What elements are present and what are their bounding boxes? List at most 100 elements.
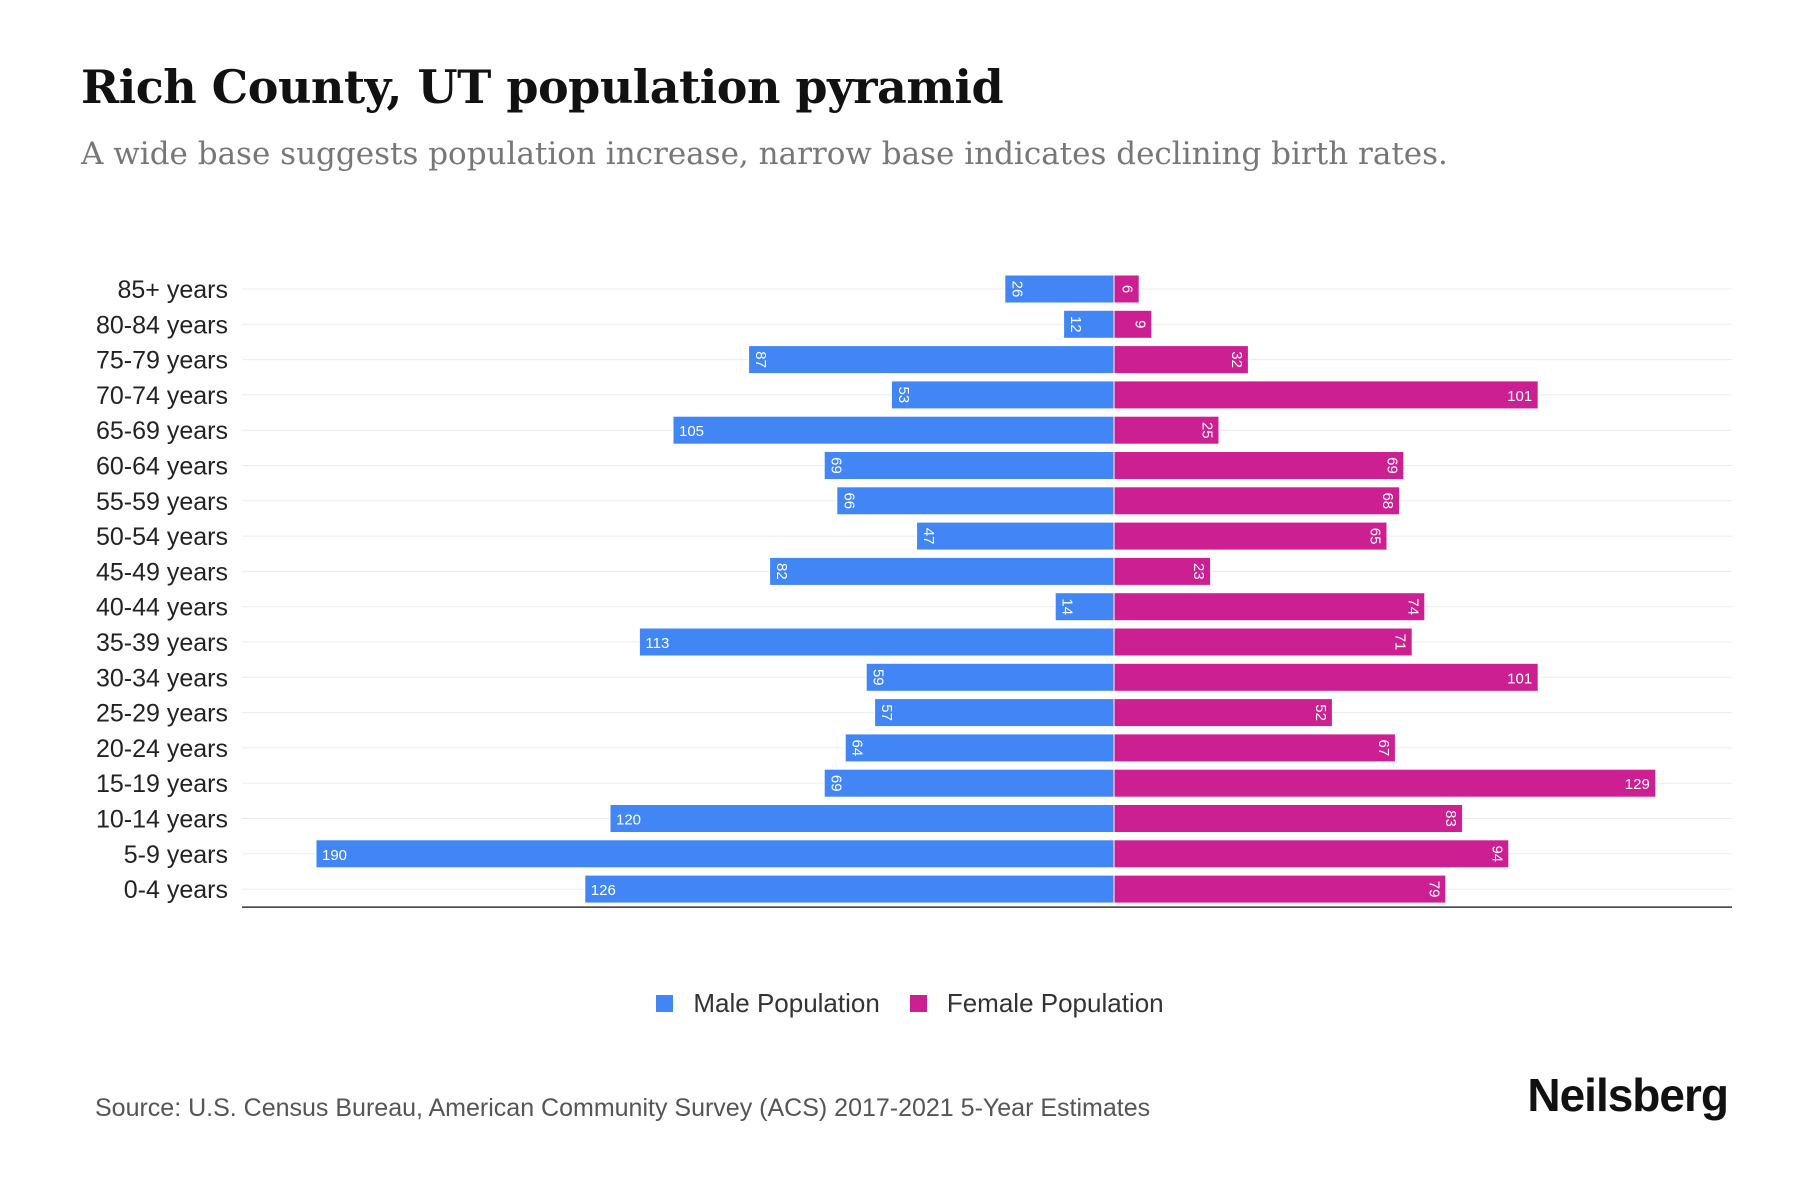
- data-label: 32: [1228, 351, 1245, 368]
- female-bar: [1113, 309, 1153, 339]
- male-bar: [916, 521, 1115, 551]
- male-bar: [874, 698, 1115, 728]
- category-label: 50-54 years: [96, 523, 228, 551]
- legend-label-female: Female Population: [946, 988, 1164, 1018]
- data-label: 69: [828, 775, 845, 792]
- category-label: 55-59 years: [96, 488, 228, 516]
- legend-item-female: Female Population: [909, 988, 1164, 1019]
- male-bar: [609, 804, 1115, 833]
- female-bar: [1113, 521, 1388, 551]
- male-bar: [890, 380, 1115, 410]
- category-label: 85+ years: [118, 276, 229, 304]
- data-label: 126: [591, 882, 616, 899]
- female-bar: [1113, 804, 1464, 833]
- female-bar: [1113, 592, 1426, 622]
- data-label: 53: [895, 387, 912, 404]
- male-bar: [1004, 274, 1115, 304]
- data-label: 67: [1375, 740, 1392, 757]
- female-bar: [1113, 274, 1140, 304]
- female-bar: [1113, 698, 1333, 728]
- category-label: 70-74 years: [96, 382, 228, 410]
- legend: Male Population Female Population: [0, 988, 1800, 1019]
- chart-subtitle: A wide base suggests population increase…: [81, 136, 1448, 172]
- female-bar: [1113, 415, 1220, 445]
- category-label: 65-69 years: [96, 417, 228, 445]
- legend-swatch-female: [909, 995, 927, 1012]
- legend-swatch-male: [656, 995, 674, 1012]
- data-label: 23: [1190, 563, 1207, 580]
- data-label: 65: [1367, 528, 1384, 545]
- data-label: 190: [322, 847, 347, 864]
- data-label: 12: [1067, 316, 1084, 333]
- pyramid-chart: 85+ years 80-84 years 75-79 years 70-74 yea…: [96, 274, 1732, 908]
- male-bar: [1054, 592, 1115, 622]
- data-label: 79: [1425, 881, 1442, 898]
- data-label: 120: [616, 812, 641, 829]
- category-label: 40-44 years: [96, 594, 228, 622]
- male-bar: [836, 486, 1115, 516]
- male-bar: [1063, 309, 1115, 339]
- data-label: 74: [1404, 598, 1421, 615]
- data-label: 87: [752, 351, 769, 368]
- category-label: 45-49 years: [96, 558, 228, 586]
- male-bar: [865, 662, 1115, 692]
- data-label: 69: [828, 457, 845, 474]
- legend-label-male: Male Population: [693, 988, 880, 1018]
- data-label: 71: [1392, 634, 1409, 651]
- data-label: 57: [878, 704, 895, 721]
- category-label: 75-79 years: [96, 347, 228, 375]
- data-label: 9: [1131, 320, 1148, 328]
- data-label: 94: [1488, 845, 1505, 862]
- female-bar: [1113, 874, 1447, 904]
- category-label: 60-64 years: [96, 453, 228, 481]
- female-bar: [1113, 451, 1405, 480]
- female-bar: [1113, 733, 1396, 763]
- data-label: 52: [1312, 704, 1329, 721]
- female-bar: [1113, 627, 1413, 657]
- male-bar: [315, 839, 1115, 869]
- data-label: 47: [920, 528, 937, 545]
- male-bar: [844, 733, 1115, 763]
- category-label: 25-29 years: [96, 700, 228, 728]
- male-bar: [823, 451, 1115, 480]
- male-bar: [769, 556, 1115, 586]
- data-label: 69: [1383, 457, 1400, 474]
- data-label: 113: [645, 635, 669, 652]
- category-label: 30-34 years: [96, 664, 228, 692]
- female-bar: [1113, 839, 1510, 869]
- source-note: Source: U.S. Census Bureau, American Com…: [95, 1094, 1151, 1122]
- category-label: 0-4 years: [124, 876, 228, 904]
- data-label: 59: [870, 669, 887, 686]
- female-bar: [1113, 380, 1539, 410]
- category-label: 10-14 years: [96, 806, 228, 834]
- data-label: 66: [840, 492, 857, 509]
- male-bar: [748, 345, 1115, 375]
- data-label: 101: [1507, 388, 1532, 405]
- neilsberg-logo: Neilsberg: [1527, 1069, 1729, 1121]
- chart-title: Rich County, UT population pyramid: [81, 60, 1004, 114]
- data-label: 129: [1625, 776, 1650, 793]
- legend-item-male: Male Population: [656, 988, 880, 1019]
- female-bar: [1113, 662, 1539, 692]
- category-label: 80-84 years: [96, 311, 228, 339]
- data-label: 64: [849, 740, 866, 757]
- category-label: 35-39 years: [96, 629, 228, 657]
- female-bar: [1113, 556, 1212, 586]
- category-label: 5-9 years: [124, 841, 228, 869]
- data-label: 105: [679, 423, 704, 440]
- category-label: 15-19 years: [96, 770, 228, 798]
- data-label: 68: [1379, 492, 1396, 509]
- data-label: 83: [1442, 810, 1459, 827]
- male-bar: [823, 768, 1115, 798]
- male-bar: [638, 627, 1115, 657]
- data-label: 82: [773, 563, 790, 580]
- data-label: 25: [1199, 422, 1216, 439]
- female-bar: [1113, 486, 1401, 516]
- category-label: 20-24 years: [96, 735, 228, 763]
- female-bar: [1113, 345, 1249, 375]
- male-bar: [584, 874, 1115, 904]
- female-bar: [1113, 768, 1657, 798]
- data-label: 26: [1008, 281, 1025, 298]
- male-bar: [672, 415, 1115, 445]
- data-label: 14: [1059, 598, 1076, 615]
